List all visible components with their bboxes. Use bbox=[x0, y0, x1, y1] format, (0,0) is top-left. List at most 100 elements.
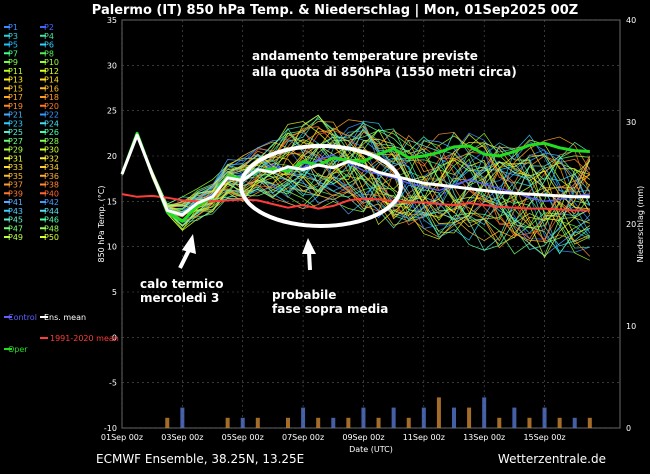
precip-bar bbox=[316, 417, 321, 428]
precip-bar bbox=[436, 397, 441, 428]
ensemble-line-p23 bbox=[121, 120, 591, 241]
legend-label-p46: P46 bbox=[44, 216, 59, 225]
precipitation-bars bbox=[165, 397, 592, 428]
y2-tick-label: 30 bbox=[626, 118, 636, 127]
legend-label-p5: P5 bbox=[8, 41, 18, 50]
legend-label-climate-mean: 1991-2020 mean bbox=[50, 334, 119, 343]
arrow-warm bbox=[302, 238, 316, 271]
precip-bar bbox=[301, 407, 306, 428]
y-tick-label: -5 bbox=[109, 379, 117, 388]
precip-bar bbox=[361, 407, 366, 428]
legend-label-ens-mean: Ens. mean bbox=[44, 313, 86, 322]
legend-label-p27: P27 bbox=[8, 137, 23, 146]
series-line-oper bbox=[120, 131, 590, 223]
precip-bar bbox=[331, 417, 336, 428]
precip-bar bbox=[406, 417, 411, 428]
precip-bar bbox=[346, 417, 351, 428]
ensemble-line-p47 bbox=[121, 130, 591, 257]
precip-bar bbox=[467, 407, 472, 428]
legend-label-p2: P2 bbox=[44, 23, 54, 32]
ensemble-line-p41 bbox=[121, 135, 591, 257]
legend-label-p15: P15 bbox=[8, 84, 23, 93]
precip-bar bbox=[572, 417, 577, 428]
y-tick-label: 0 bbox=[112, 333, 117, 342]
precip-bar bbox=[497, 417, 502, 428]
precip-bar bbox=[391, 407, 396, 428]
y-tick-label: 5 bbox=[112, 288, 117, 297]
annotation-top-line1: andamento temperature previste bbox=[252, 49, 478, 63]
x-axis-ticks: 01Sep 00z 03Sep 00z 05Sep 00z 07Sep 00z 09Se… bbox=[101, 433, 566, 442]
legend-label-p36: P36 bbox=[44, 172, 59, 181]
x-tick-label: 11Sep 00z bbox=[403, 433, 445, 442]
legend-label-p6: P6 bbox=[44, 41, 54, 50]
y2-tick-label: 0 bbox=[626, 424, 631, 433]
ensemble-line-p49 bbox=[121, 134, 590, 224]
legend-label-p49: P49 bbox=[8, 233, 23, 242]
legend-label-p45: P45 bbox=[8, 216, 23, 225]
x-tick-label: 05Sep 00z bbox=[222, 433, 264, 442]
y-tick-label: 15 bbox=[107, 197, 117, 206]
legend-label-p26: P26 bbox=[44, 128, 59, 137]
y-tick-label: 25 bbox=[107, 107, 117, 116]
ensemble-line-p46 bbox=[121, 122, 591, 251]
precip-bar bbox=[542, 407, 547, 428]
precip-bar bbox=[452, 407, 456, 428]
precip-bar bbox=[527, 417, 532, 428]
precip-bar bbox=[180, 407, 185, 428]
precip-bar bbox=[557, 417, 562, 428]
y2-tick-label: 40 bbox=[626, 16, 636, 25]
legend-label-p4: P4 bbox=[44, 32, 54, 41]
arrow-cold bbox=[178, 234, 196, 269]
precip-bar bbox=[587, 417, 592, 428]
series-line-ens-mean bbox=[120, 133, 590, 217]
legend-label-oper: Oper bbox=[8, 345, 28, 354]
x-tick-label: 09Sep 00z bbox=[342, 433, 384, 442]
legend-label-p1: P1 bbox=[8, 23, 18, 32]
legend-label-p12: P12 bbox=[44, 67, 59, 76]
legend-label-p44: P44 bbox=[44, 207, 59, 216]
legend-label-p41: P41 bbox=[8, 198, 23, 207]
ensemble-line-p39 bbox=[121, 134, 591, 237]
ensemble-line-p37 bbox=[121, 131, 591, 257]
legend-label-p16: P16 bbox=[44, 84, 59, 93]
precip-bar bbox=[482, 397, 487, 428]
main-series-lines bbox=[120, 131, 590, 223]
legend-label-p37: P37 bbox=[8, 181, 23, 190]
y2-axis-ticks: 0 10 20 30 40 bbox=[626, 16, 636, 433]
legend-label-p32: P32 bbox=[44, 154, 59, 163]
x-tick-label: 03Sep 00z bbox=[161, 433, 203, 442]
legend-label-p9: P9 bbox=[8, 58, 18, 67]
legend-label-p39: P39 bbox=[8, 189, 23, 198]
legend-label-p22: P22 bbox=[44, 111, 59, 120]
x-tick-label: 01Sep 00z bbox=[101, 433, 143, 442]
legend-label-p29: P29 bbox=[8, 146, 23, 155]
legend-label-p40: P40 bbox=[44, 189, 59, 198]
annotation-cold-line2: mercoledì 3 bbox=[140, 291, 219, 305]
x-tick-label: 15Sep 00z bbox=[523, 433, 565, 442]
legend-label-p42: P42 bbox=[44, 198, 59, 207]
legend-label-p24: P24 bbox=[44, 119, 59, 128]
ensemble-line-p48 bbox=[121, 133, 591, 229]
legend-label-p50: P50 bbox=[44, 233, 59, 242]
y2-axis-label: Niederschlag (mm) bbox=[636, 186, 645, 263]
legend-label-p33: P33 bbox=[8, 163, 23, 172]
precip-bar bbox=[376, 417, 381, 428]
precip-bar bbox=[255, 417, 260, 428]
plot-frame bbox=[121, 19, 621, 429]
legend-label-p30: P30 bbox=[44, 146, 59, 155]
legend-label-p47: P47 bbox=[8, 224, 23, 233]
y-axis-ticks: -10 -5 0 5 10 15 20 25 30 35 bbox=[104, 16, 117, 433]
legend-label-p14: P14 bbox=[44, 76, 59, 85]
annotation-warm-line1: probabile bbox=[272, 288, 336, 302]
y-tick-label: 20 bbox=[107, 152, 117, 161]
legend-label-p21: P21 bbox=[8, 111, 23, 120]
precip-bar bbox=[225, 417, 230, 428]
legend-label-p38: P38 bbox=[44, 181, 59, 190]
y-tick-label: -10 bbox=[104, 424, 117, 433]
legend-label-p20: P20 bbox=[44, 102, 59, 111]
footer-brand: Wetterzentrale.de bbox=[498, 452, 606, 466]
legend-label-p23: P23 bbox=[8, 119, 23, 128]
legend-label-p31: P31 bbox=[8, 154, 23, 163]
legend-label-p48: P48 bbox=[44, 224, 59, 233]
